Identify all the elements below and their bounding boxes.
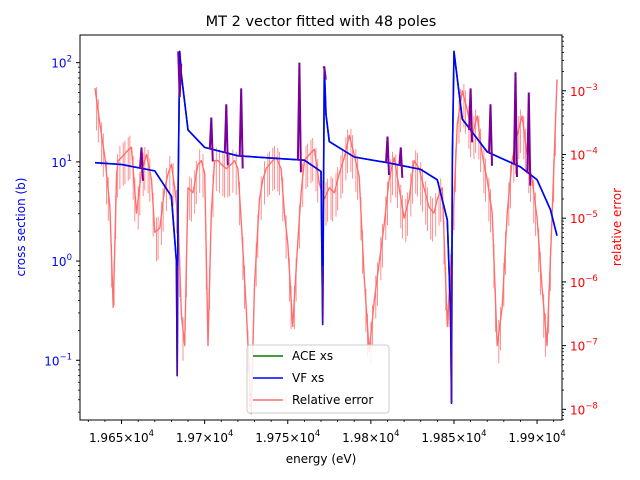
x-tick-label: 1.965×104	[89, 429, 154, 445]
y-tick-label: 102	[51, 55, 72, 71]
resonance-peak	[208, 117, 214, 162]
y-axis-label-left: cross section (b)	[14, 178, 28, 277]
y-axis-right: 10−8 10−7 10−6 10−5 10−4 10−3	[562, 36, 598, 420]
legend: ACE xs VF xs Relative error	[246, 344, 390, 414]
legend-label-vf: VF xs	[292, 371, 324, 385]
resonance-peak	[513, 72, 518, 178]
y-right-tick-label: 10−6	[570, 274, 598, 290]
x-axis-label: energy (eV)	[286, 452, 357, 466]
y-tick-label: 101	[51, 154, 72, 170]
resonance-peak	[526, 92, 532, 186]
resonance-peak	[398, 147, 404, 178]
resonance-peak	[385, 136, 390, 176]
y-tick-label: 100	[51, 253, 72, 269]
x-axis: 1.965×104 1.97×104 1.975×104 1.98×104 1.985×…	[87, 420, 566, 445]
resonance-peak	[177, 51, 183, 98]
resonance-peak	[238, 88, 244, 169]
legend-label-ace: ACE xs	[292, 349, 333, 363]
legend-label-error: Relative error	[292, 393, 373, 407]
resonance-peak	[468, 88, 474, 143]
x-tick-label: 1.97×104	[176, 429, 233, 445]
y-right-tick-label: 10−4	[570, 146, 598, 162]
x-tick-label: 1.98×104	[342, 429, 399, 445]
y-right-tick-label: 10−5	[570, 210, 598, 226]
vf-xs-series	[94, 50, 558, 404]
y-tick-label: 10−1	[44, 352, 72, 368]
legend-box	[246, 344, 390, 414]
vf-xs-line	[94, 50, 558, 404]
y-axis-left: 10−1 100 101 102	[44, 55, 80, 413]
y-axis-label-right: relative error	[610, 188, 624, 266]
x-tick-label: 1.985×104	[421, 429, 486, 445]
y-right-tick-label: 10−7	[570, 338, 598, 354]
resonance-peak	[139, 147, 144, 181]
x-tick-label: 1.99×104	[508, 429, 565, 445]
resonance-peak	[488, 104, 493, 166]
resonance-peak	[223, 104, 229, 166]
chart-title: MT 2 vector fitted with 48 poles	[206, 14, 437, 30]
overlap-resonance-lines	[139, 51, 532, 404]
resonance-peak	[296, 62, 302, 173]
resonance-peak	[322, 66, 327, 80]
y-right-tick-label: 10−8	[570, 401, 598, 417]
x-tick-label: 1.975×104	[255, 429, 320, 445]
y-right-tick-label: 10−3	[570, 83, 598, 99]
